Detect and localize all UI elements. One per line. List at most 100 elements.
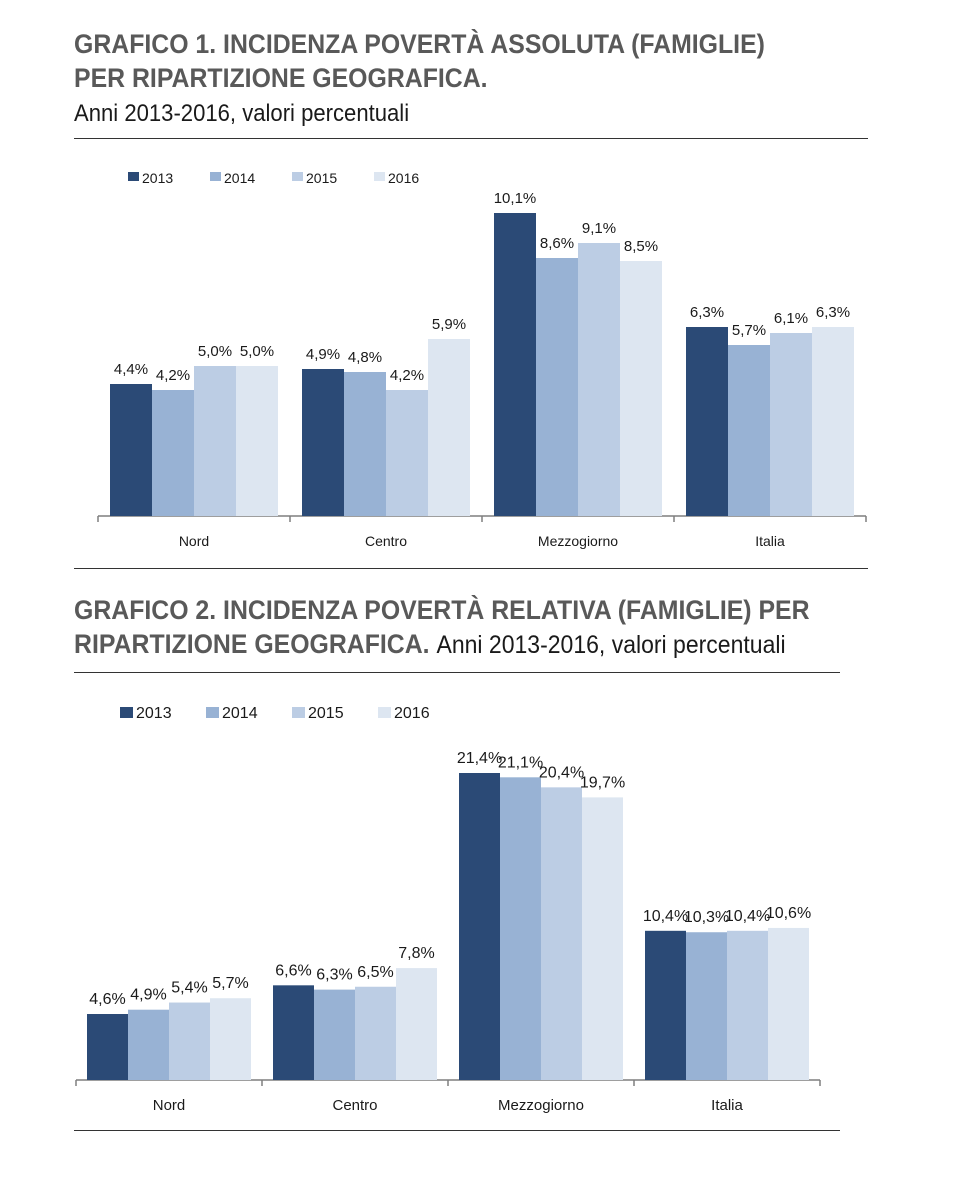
chart2-data-label-nord-2016: 5,7%	[212, 975, 248, 992]
chart1-data-label-italia-2016: 6,3%	[816, 304, 850, 321]
chart1-bar-centro-2016	[428, 339, 470, 516]
chart1-category-label-centro: Centro	[365, 533, 407, 549]
chart1-bar-centro-2014	[344, 372, 386, 516]
chart2-data-label-mezzogiorno-2016: 19,7%	[580, 774, 625, 791]
chart1-bar-italia-2016	[812, 327, 854, 516]
chart2-legend-label-2015: 2015	[308, 705, 344, 722]
chart2-data-label-italia-2015: 10,4%	[725, 908, 770, 925]
chart2-bar-nord-2013	[87, 1014, 128, 1080]
chart1-data-label-mezzogiorno-2016: 8,5%	[624, 238, 658, 255]
chart1-legend-label-2015: 2015	[306, 170, 337, 186]
chart2-data-label-italia-2014: 10,3%	[684, 909, 729, 926]
chart2-bar-centro-2014	[314, 989, 355, 1080]
chart2-bar-italia-2013	[645, 930, 686, 1080]
chart2-bar-centro-2015	[355, 986, 396, 1080]
chart1-bar-mezzogiorno-2015	[578, 243, 620, 516]
chart2-bar-centro-2013	[273, 985, 314, 1080]
chart1-bar-centro-2013	[302, 369, 344, 516]
chart1-data-label-centro-2013: 4,9%	[306, 346, 340, 363]
chart1-legend-label-2013: 2013	[142, 170, 173, 186]
chart2-bar-centro-2016	[396, 968, 437, 1080]
chart2-category-label-mezzogiorno: Mezzogiorno	[498, 1097, 584, 1114]
chart1-data-label-nord-2015: 5,0%	[198, 343, 232, 360]
chart2-legend-swatch-2015	[292, 707, 305, 718]
chart1-legend-swatch-2016	[374, 172, 385, 181]
chart2-data-label-mezzogiorno-2013: 21,4%	[457, 750, 502, 767]
chart1-legend-swatch-2014	[210, 172, 221, 181]
chart2-legend-swatch-2014	[206, 707, 219, 718]
chart2-bar-nord-2016	[210, 998, 251, 1080]
chart1-bar-italia-2013	[686, 327, 728, 516]
chart1-category-label-mezzogiorno: Mezzogiorno	[538, 533, 618, 549]
chart2-subtitle: Anni 2013-2016, valori percentuali	[436, 631, 786, 659]
chart2-bar-nord-2014	[128, 1009, 169, 1080]
chart1-bar-mezzogiorno-2016	[620, 261, 662, 516]
chart1-data-label-italia-2014: 5,7%	[732, 322, 766, 339]
chart1-legend-label-2014: 2014	[224, 170, 255, 186]
chart1-bar-nord-2015	[194, 366, 236, 516]
chart2-bottom-rule	[74, 1130, 840, 1131]
chart1-legend-label-2016: 2016	[388, 170, 419, 186]
chart2-data-label-centro-2015: 6,5%	[357, 964, 393, 981]
chart2-category-label-nord: Nord	[153, 1097, 186, 1114]
chart2-data-label-mezzogiorno-2015: 20,4%	[539, 764, 584, 781]
chart2-bar-mezzogiorno-2015	[541, 787, 582, 1080]
chart2-bar-nord-2015	[169, 1002, 210, 1080]
chart1-top-rule	[74, 138, 868, 139]
chart2-data-label-centro-2014: 6,3%	[316, 967, 352, 984]
chart1-data-label-centro-2015: 4,2%	[390, 367, 424, 384]
chart1-subtitle: Anni 2013-2016, valori percentuali	[74, 100, 410, 127]
chart2-category-label-italia: Italia	[711, 1097, 743, 1114]
chart2-bar-mezzogiorno-2014	[500, 777, 541, 1080]
chart2-data-label-centro-2013: 6,6%	[275, 962, 311, 979]
chart1-data-label-centro-2014: 4,8%	[348, 349, 382, 366]
chart2-bar-italia-2015	[727, 930, 768, 1080]
chart1-data-label-mezzogiorno-2013: 10,1%	[494, 190, 537, 207]
chart2-legend-label-2014: 2014	[222, 705, 258, 722]
chart2-top-rule	[74, 672, 840, 673]
chart2-data-label-italia-2013: 10,4%	[643, 908, 688, 925]
chart2-title-line2-bold: RIPARTIZIONE GEOGRAFICA.	[74, 629, 430, 659]
chart2-legend-label-2013: 2013	[136, 705, 172, 722]
chart1-title-line2: PER RIPARTIZIONE GEOGRAFICA.	[74, 63, 488, 93]
chart2-data-label-nord-2014: 4,9%	[130, 987, 166, 1004]
chart1-category-label-nord: Nord	[179, 533, 209, 549]
chart1-data-label-centro-2016: 5,9%	[432, 316, 466, 333]
chart1-data-label-italia-2015: 6,1%	[774, 310, 808, 327]
chart1-data-label-nord-2016: 5,0%	[240, 343, 274, 360]
chart2-data-label-centro-2016: 7,8%	[398, 945, 434, 962]
chart1-legend-swatch-2015	[292, 172, 303, 181]
chart1-bar-nord-2014	[152, 390, 194, 516]
chart1-data-label-nord-2013: 4,4%	[114, 361, 148, 378]
chart2-legend-label-2016: 2016	[394, 705, 430, 722]
chart1-bar-nord-2013	[110, 384, 152, 516]
chart2-data-label-nord-2015: 5,4%	[171, 980, 207, 997]
chart2-legend-swatch-2016	[378, 707, 391, 718]
chart1-data-label-mezzogiorno-2015: 9,1%	[582, 220, 616, 237]
chart2-title-line2: RIPARTIZIONE GEOGRAFICA. Anni 2013-2016,…	[74, 628, 786, 661]
chart2-category-label-centro: Centro	[332, 1097, 377, 1114]
chart2-data-label-italia-2016: 10,6%	[766, 905, 811, 922]
chart2-bar-mezzogiorno-2013	[459, 773, 500, 1080]
chart1-bar-nord-2016	[236, 366, 278, 516]
chart2-bar-mezzogiorno-2016	[582, 797, 623, 1080]
chart1-data-label-mezzogiorno-2014: 8,6%	[540, 235, 574, 252]
chart1-data-label-nord-2014: 4,2%	[156, 367, 190, 384]
chart1-bar-mezzogiorno-2014	[536, 258, 578, 516]
chart2-data-label-mezzogiorno-2014: 21,1%	[498, 754, 543, 771]
chart1-bottom-rule	[74, 568, 868, 569]
chart2-bar-italia-2016	[768, 927, 809, 1080]
chart1-legend-swatch-2013	[128, 172, 139, 181]
chart1-category-label-italia: Italia	[755, 533, 785, 549]
chart1-data-label-italia-2013: 6,3%	[690, 304, 724, 321]
chart1-title-line1: GRAFICO 1. INCIDENZA POVERTÀ ASSOLUTA (F…	[74, 29, 765, 59]
chart1-bar-centro-2015	[386, 390, 428, 516]
chart2-bar-italia-2014	[686, 932, 727, 1080]
chart2-legend-swatch-2013	[120, 707, 133, 718]
chart1-bar-mezzogiorno-2013	[494, 213, 536, 516]
chart1-bar-italia-2015	[770, 333, 812, 516]
chart2-title-line1: GRAFICO 2. INCIDENZA POVERTÀ RELATIVA (F…	[74, 595, 810, 625]
chart1-bar-italia-2014	[728, 345, 770, 516]
